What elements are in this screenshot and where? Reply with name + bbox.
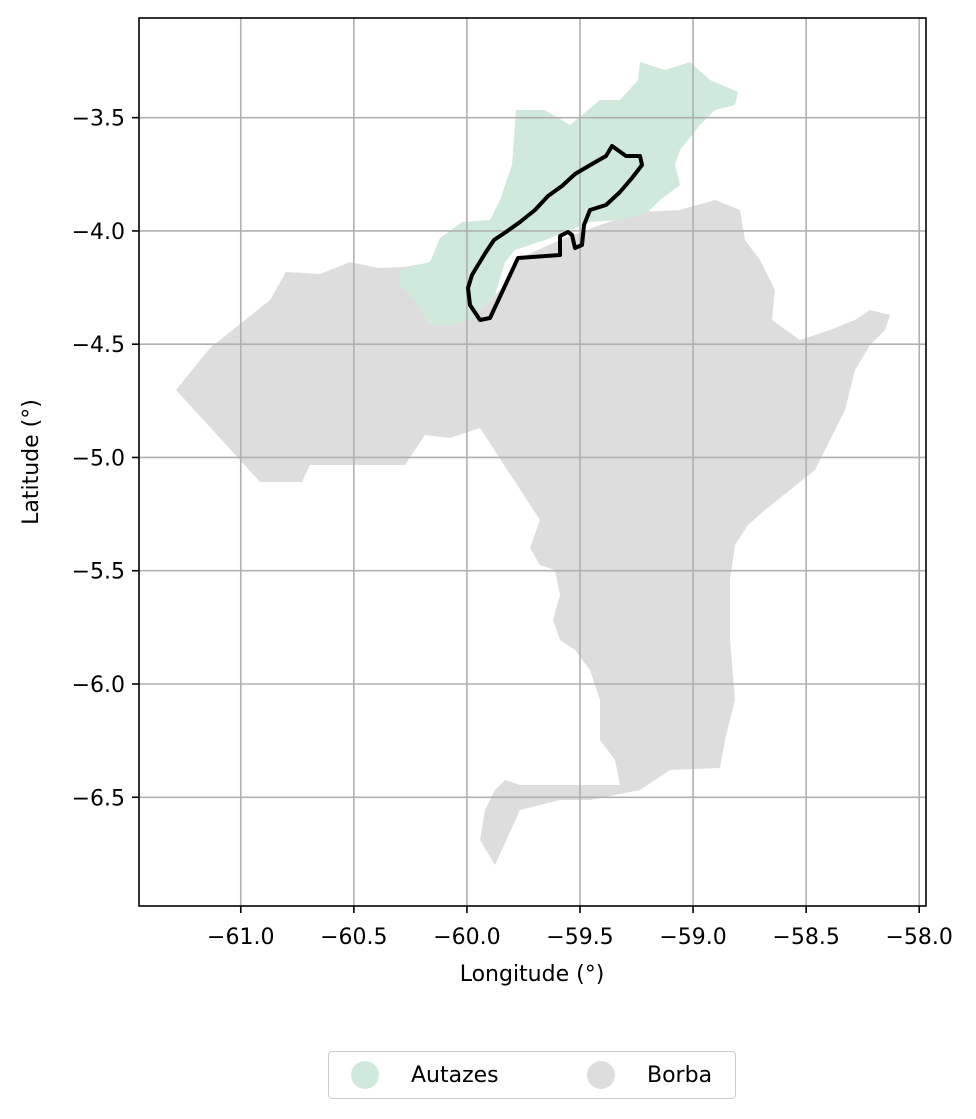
y-tick-label: −4.0 <box>72 220 125 245</box>
legend-marker-borba <box>587 1061 615 1089</box>
legend-marker-autazes <box>351 1061 379 1089</box>
legend: Autazes Borba <box>328 1051 736 1099</box>
y-axis-ticks: −3.5 −4.0 −4.5 −5.0 −5.5 −6.0 −6.5 <box>72 107 139 811</box>
x-tick-label: −58.0 <box>886 925 953 950</box>
x-tick-label: −59.5 <box>546 925 613 950</box>
legend-item-borba: Borba <box>587 1052 712 1098</box>
x-axis-label: Longitude (°) <box>460 962 605 987</box>
x-tick-label: −58.5 <box>772 925 839 950</box>
y-tick-label: −6.5 <box>72 786 125 811</box>
boundary-outline <box>466 144 644 322</box>
y-tick-label: −4.5 <box>72 333 125 358</box>
y-tick-label: −5.5 <box>72 560 125 585</box>
x-tick-label: −59.0 <box>659 925 726 950</box>
region-borba <box>176 200 890 865</box>
y-tick-label: −6.0 <box>72 673 125 698</box>
legend-label-borba: Borba <box>647 1062 713 1088</box>
y-tick-label: −5.0 <box>72 446 125 471</box>
y-tick-label: −3.5 <box>72 107 125 132</box>
region-autazes <box>400 62 738 325</box>
x-tick-label: −60.0 <box>433 925 500 950</box>
legend-item-autazes: Autazes <box>351 1052 499 1098</box>
legend-label-autazes: Autazes <box>411 1062 499 1088</box>
x-axis-ticks: −61.0 −60.5 −60.0 −59.5 −59.0 −58.5 −58.0 <box>207 906 953 950</box>
x-tick-label: −60.5 <box>320 925 387 950</box>
grid <box>139 18 926 906</box>
y-axis-label: Latitude (°) <box>19 399 44 525</box>
axes-frame <box>138 17 927 907</box>
x-tick-label: −61.0 <box>207 925 274 950</box>
